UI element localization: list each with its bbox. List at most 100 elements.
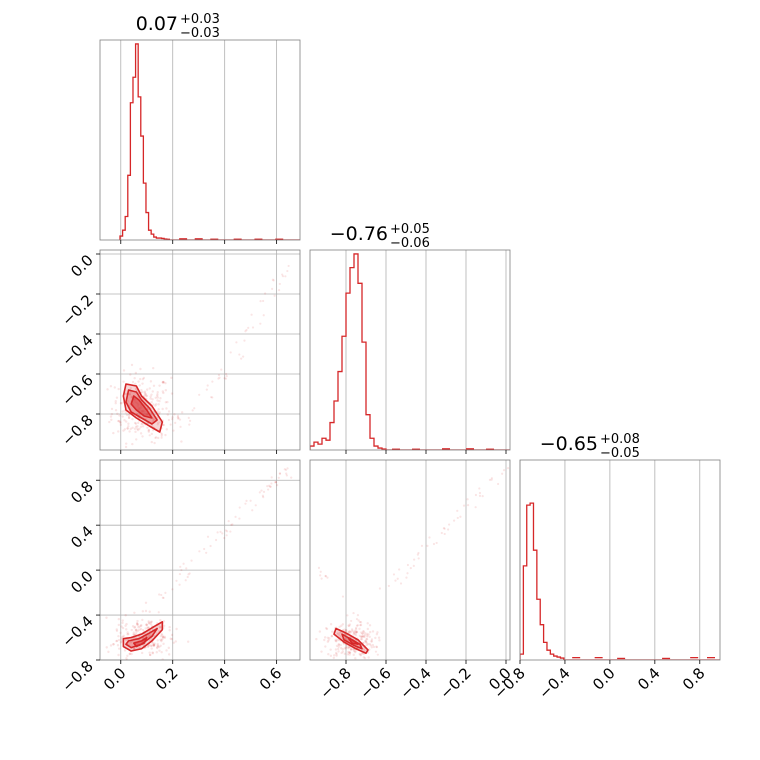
scatter-point (368, 642, 372, 646)
scatter-point (466, 498, 469, 501)
scatter-point (167, 410, 171, 413)
scatter-point (161, 635, 165, 638)
scatter-point (141, 409, 145, 413)
scatter-point (136, 623, 139, 627)
scatter-point (352, 653, 355, 657)
scatter-point (328, 637, 331, 640)
scatter-point (274, 480, 277, 484)
scatter-point (121, 410, 124, 413)
scatter-point (139, 406, 143, 409)
scatter-point (136, 428, 140, 432)
panel-title-median: 0.07 (136, 13, 178, 35)
scatter-point (152, 418, 156, 421)
axes-frame (309, 249, 511, 451)
scatter-point (323, 636, 327, 639)
scatter-point (341, 595, 345, 598)
scatter-point (139, 627, 143, 631)
scatter-point (117, 617, 121, 621)
scatter-point (125, 657, 128, 660)
scatter-point (337, 643, 341, 647)
scatter-point (127, 416, 131, 419)
scatter-point (159, 421, 162, 424)
scatter-point (163, 635, 166, 639)
scatter-point (490, 478, 493, 481)
scatter-point (151, 428, 155, 432)
scatter-point (259, 300, 262, 303)
scatter-point (413, 558, 416, 561)
scatter-point (245, 499, 248, 502)
scatter-point (363, 631, 366, 635)
scatter-point (122, 369, 126, 372)
scatter-point (220, 368, 223, 371)
scatter-point (270, 482, 273, 485)
scatter-point (115, 396, 119, 399)
scatter-point (284, 468, 288, 471)
scatter-point (120, 638, 123, 641)
scatter-point (160, 436, 163, 439)
scatter-point (238, 353, 241, 356)
scatter-point (358, 627, 361, 631)
scatter-point (203, 547, 206, 551)
scatter-point (261, 494, 265, 497)
scatter-point (105, 616, 108, 619)
scatter-point (117, 653, 120, 657)
scatter-point (134, 425, 138, 429)
scatter-point (149, 620, 153, 624)
scatter-point (370, 646, 373, 649)
scatter-point (478, 487, 481, 490)
y-tick-label: 0.8 (67, 477, 97, 507)
scatter-point (368, 624, 372, 627)
scatter-point (474, 506, 477, 509)
scatter-point (146, 626, 150, 629)
scatter-point (135, 629, 138, 632)
scatter-point (124, 445, 128, 449)
scatter-point (370, 640, 373, 643)
density-contour-3 (132, 636, 148, 648)
scatter-point (327, 653, 330, 656)
scatter-point (225, 372, 228, 376)
scatter-point (354, 628, 358, 631)
scatter-point (490, 477, 493, 480)
scatter-point (178, 572, 182, 576)
scatter-point (188, 572, 191, 575)
scatter-point (142, 376, 146, 380)
scatter-point (127, 422, 130, 425)
scatter-point (115, 639, 119, 643)
scatter-point (340, 624, 343, 627)
scatter-point (146, 627, 149, 630)
scatter-point (348, 623, 352, 626)
scatter-point (406, 572, 409, 575)
scatter-point (139, 407, 142, 410)
scatter-point (148, 653, 152, 657)
scatter-point (156, 421, 160, 424)
scatter-point (152, 644, 155, 647)
scatter-point (277, 289, 281, 292)
plot-area (520, 502, 720, 660)
scatter-point (332, 656, 336, 660)
scatter-point (129, 427, 132, 431)
scatter-point (145, 394, 149, 398)
scatter-point (115, 628, 118, 631)
scatter-point (184, 579, 187, 582)
scatter-point (359, 653, 362, 656)
scatter-point (368, 630, 372, 634)
scatter-point (121, 619, 124, 622)
scatter-point (179, 425, 182, 428)
scatter-point (387, 584, 390, 588)
scatter-points (106, 264, 290, 449)
scatter-point (251, 326, 255, 329)
scatter-point (357, 619, 360, 622)
scatter-point (268, 484, 271, 487)
scatter-point (141, 610, 145, 613)
scatter-point (198, 550, 201, 553)
scatter-point (159, 644, 162, 647)
scatter-point (278, 472, 282, 475)
scatter-point (134, 382, 137, 386)
scatter-point (353, 632, 357, 636)
scatter-point (226, 530, 229, 533)
scatter-point (189, 419, 192, 422)
y-tick-label: 0.0 (67, 251, 97, 281)
scatter-point (143, 410, 146, 413)
scatter-point (157, 629, 160, 633)
scatter-point (230, 523, 233, 527)
